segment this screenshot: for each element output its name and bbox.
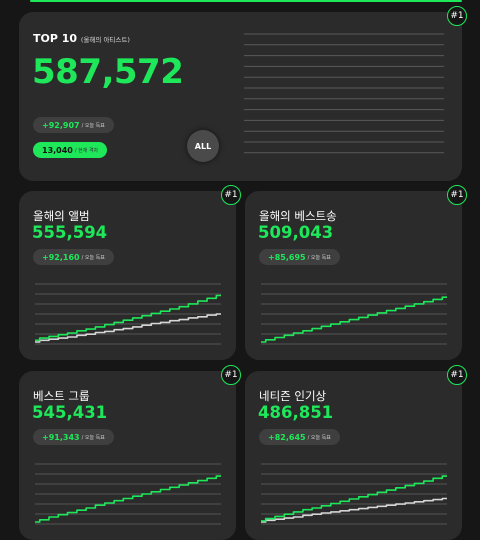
category-today-value: +92,160 [42, 252, 80, 262]
top-accent-line [30, 0, 462, 2]
category-title: 네티즌 인기상 [259, 389, 327, 403]
category-today-label: / 오늘 득표 [307, 434, 331, 441]
series-line-0 [35, 475, 221, 523]
category-today-pill: +92,160 / 오늘 득표 [33, 249, 114, 265]
top10-rank-badge: #1 [447, 6, 467, 26]
top10-card[interactable]: TOP 10 (올해의 아티스트) 587,572 +92,907 / 오늘 득… [19, 12, 462, 181]
top10-title: TOP 10 (올해의 아티스트) [33, 32, 130, 45]
category-card-best-song[interactable]: 올해의 베스트송 509,043 +85,695 / 오늘 득표 [245, 191, 462, 360]
series-line-0 [35, 294, 221, 342]
category-votes: 509,043 [258, 223, 334, 242]
series-line-0 [261, 475, 447, 522]
category-card-netizen[interactable]: 네티즌 인기상 486,851 +82,645 / 오늘 득표 [245, 371, 462, 540]
category-votes: 555,594 [32, 223, 108, 242]
top10-gap-value: 13,040 [42, 145, 73, 155]
category-today-value: +91,343 [42, 432, 80, 442]
category-title: 올해의 앨범 [33, 209, 90, 223]
category-votes: 545,431 [32, 403, 108, 422]
category-today-label: / 오늘 득표 [81, 434, 105, 441]
all-button[interactable]: ALL [187, 130, 219, 162]
category-today-value: +82,645 [268, 432, 306, 442]
best-group-trend-chart [35, 463, 221, 525]
category-today-pill: +91,343 / 오늘 득표 [33, 429, 114, 445]
category-today-pill: +85,695 / 오늘 득표 [259, 249, 340, 265]
top10-subtitle: (올해의 아티스트) [80, 36, 130, 44]
best-group-rank-badge: #1 [221, 365, 241, 385]
category-today-pill: +82,645 / 오늘 득표 [259, 429, 340, 445]
top10-gap-label: / 현재 격차 [74, 147, 99, 154]
best-song-rank-badge: #1 [447, 185, 467, 205]
category-title: 베스트 그룹 [33, 389, 90, 403]
best-song-trend-chart [261, 283, 447, 345]
album-rank-badge: #1 [221, 185, 241, 205]
category-votes: 486,851 [258, 403, 334, 422]
category-title: 올해의 베스트송 [259, 209, 337, 223]
top10-empty-chart [244, 33, 444, 154]
series-line-1 [261, 497, 447, 523]
netizen-rank-badge: #1 [447, 365, 467, 385]
top10-total-votes: 587,572 [32, 52, 184, 92]
series-line-1 [35, 313, 221, 343]
top10-today-label: / 오늘 득표 [81, 122, 105, 129]
category-today-label: / 오늘 득표 [81, 254, 105, 261]
category-card-album[interactable]: 올해의 앨범 555,594 +92,160 / 오늘 득표 [19, 191, 236, 360]
top10-title-text: TOP 10 [33, 32, 78, 45]
top10-today-value: +92,907 [42, 120, 80, 130]
top10-gap-pill: 13,040 / 현재 격차 [33, 142, 108, 158]
series-line-0 [261, 296, 447, 343]
category-today-label: / 오늘 득표 [307, 254, 331, 261]
category-today-value: +85,695 [268, 252, 306, 262]
album-trend-chart [35, 283, 221, 345]
top10-today-pill: +92,907 / 오늘 득표 [33, 117, 114, 133]
netizen-trend-chart [261, 463, 447, 525]
category-card-best-group[interactable]: 베스트 그룹 545,431 +91,343 / 오늘 득표 [19, 371, 236, 540]
